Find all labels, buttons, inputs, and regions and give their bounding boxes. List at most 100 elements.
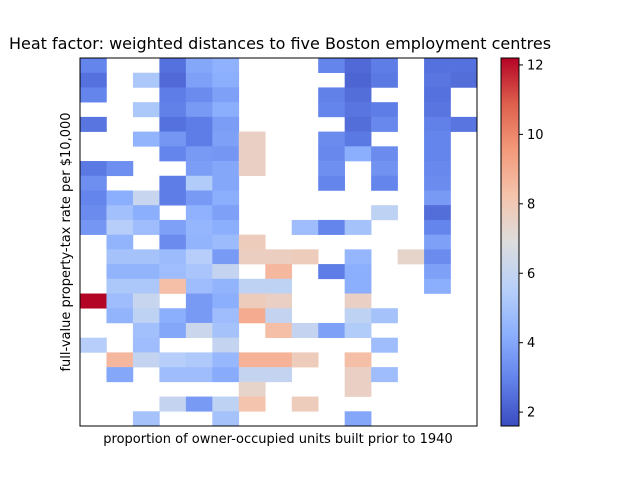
heatmap-cell	[371, 102, 398, 118]
heatmap-cell	[318, 219, 345, 235]
heatmap-cell	[344, 367, 372, 383]
heatmap-cell	[344, 411, 372, 427]
heatmap-cell	[265, 352, 293, 368]
heatmap-cell	[132, 131, 160, 147]
heatmap-cell	[371, 72, 398, 88]
x-axis-label: proportion of owner-occupied units built…	[103, 432, 452, 447]
heatmap-cell	[212, 72, 240, 88]
heatmap-cell	[212, 146, 240, 162]
heatmap-cell	[212, 367, 240, 383]
heatmap-cell	[212, 161, 240, 177]
heatmap-cell	[185, 396, 213, 412]
heatmap-cell	[212, 249, 240, 265]
heatmap-cell	[318, 161, 345, 177]
heatmap-cell	[371, 308, 398, 324]
heatmap-cell	[424, 116, 451, 132]
heatmap-cell	[132, 190, 160, 206]
heatmap-cell	[106, 190, 134, 206]
heatmap-cell	[424, 264, 451, 280]
heatmap-cell	[371, 337, 398, 353]
heatmap-cell	[265, 264, 293, 280]
heatmap-cell	[185, 322, 213, 338]
heatmap-cell	[371, 175, 398, 191]
colorbar-tick-label: 10	[527, 128, 544, 143]
heatmap-cell	[159, 278, 187, 294]
heatmap-cell	[106, 293, 134, 309]
heatmap-cell	[397, 249, 425, 265]
heatmap-cell	[424, 234, 451, 250]
heatmap-cell	[424, 146, 451, 162]
heatmap-cell	[318, 131, 345, 147]
heatmap-cell	[450, 72, 478, 88]
heatmap-cell	[185, 146, 213, 162]
heatmap-cell	[424, 219, 451, 235]
heatmap-cell	[318, 322, 345, 338]
heatmap-cell	[450, 116, 478, 132]
heatmap-cell	[344, 146, 372, 162]
heatmap-cell	[238, 278, 266, 294]
heatmap-cell	[132, 308, 160, 324]
heatmap-cell	[344, 308, 372, 324]
heatmap-cell	[344, 322, 372, 338]
heatmap-cell	[80, 87, 107, 103]
heatmap-cell	[265, 278, 293, 294]
heatmap-cell	[185, 308, 213, 324]
heatmap-cell	[185, 102, 213, 118]
heatmap-cell	[212, 264, 240, 280]
heatmap-cell	[344, 352, 372, 368]
heatmap-cell	[159, 131, 187, 147]
heatmap-cell	[159, 264, 187, 280]
heatmap-cell	[159, 308, 187, 324]
heatmap-cell	[212, 293, 240, 309]
heatmap-cell	[106, 308, 134, 324]
heatmap-cell	[159, 396, 187, 412]
heatmap-cell	[238, 352, 266, 368]
heatmap-cell	[344, 72, 372, 88]
heatmap-cell	[80, 190, 107, 206]
heatmap-cell	[132, 249, 160, 265]
heatmap-cell	[344, 249, 372, 265]
heatmap-cell	[185, 131, 213, 147]
heatmap-cell	[291, 396, 319, 412]
heatmap-cell	[132, 219, 160, 235]
heatmap-cell	[238, 234, 266, 250]
heatmap-cell	[424, 278, 451, 294]
heatmap-cell	[80, 161, 107, 177]
heatmap-cell	[185, 58, 213, 74]
heatmap-cell	[212, 190, 240, 206]
heatmap-cell	[238, 146, 266, 162]
heatmap-cell	[212, 278, 240, 294]
heatmap-cell	[132, 337, 160, 353]
heatmap-cell	[238, 131, 266, 147]
heatmap-cell	[265, 293, 293, 309]
heatmap-cell	[159, 219, 187, 235]
heatmap-cell	[185, 116, 213, 132]
heatmap-cell	[265, 249, 293, 265]
heatmap-cell	[159, 72, 187, 88]
heatmap-cell	[106, 352, 134, 368]
heatmap-cell	[132, 102, 160, 118]
heatmap-cell	[80, 58, 107, 74]
heatmap-cell	[185, 161, 213, 177]
colorbar-tick-label: 8	[527, 197, 535, 212]
colorbar-tick-label: 4	[527, 336, 535, 351]
heatmap-cell	[424, 102, 451, 118]
heatmap-cell	[371, 116, 398, 132]
heatmap-cell	[80, 293, 107, 309]
heatmap-cell	[424, 72, 451, 88]
heatmap-cell	[238, 293, 266, 309]
heatmap-cell	[159, 87, 187, 103]
heatmap-cell	[185, 264, 213, 280]
heatmap-cell	[344, 116, 372, 132]
heatmap-cell	[185, 367, 213, 383]
heatmap-cell	[318, 146, 345, 162]
heatmap-cell	[132, 293, 160, 309]
heatmap-cell	[106, 205, 134, 221]
heatmap-cell	[185, 219, 213, 235]
heatmap-cell	[344, 381, 372, 397]
heatmap-cell	[291, 322, 319, 338]
colorbar	[500, 57, 520, 427]
heatmap-cell	[185, 249, 213, 265]
heatmap-cell	[106, 161, 134, 177]
